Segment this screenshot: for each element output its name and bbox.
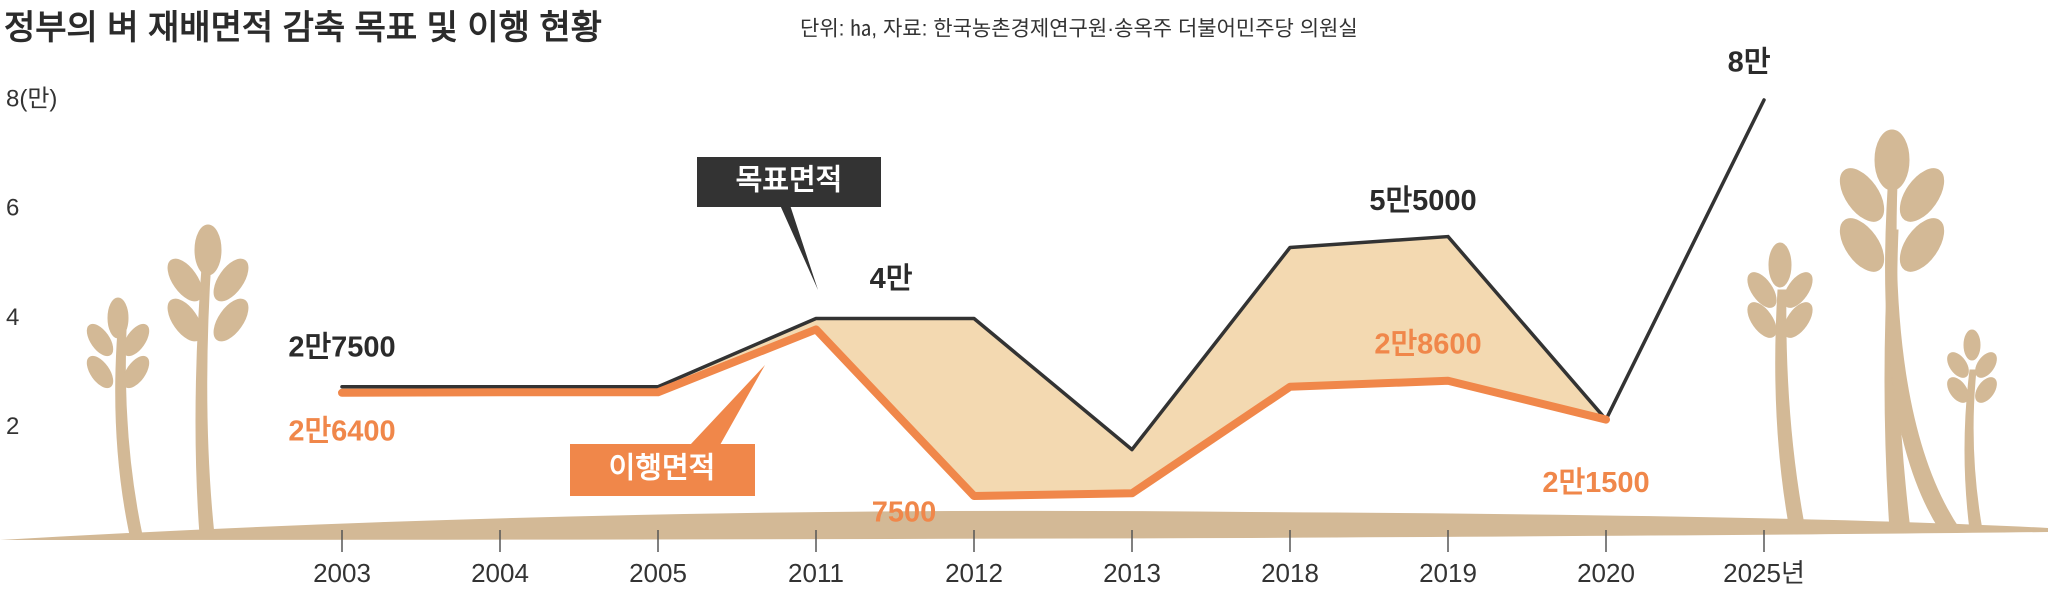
series-label: 이행면적	[609, 452, 716, 485]
value-label: 8만	[1728, 46, 1771, 79]
x-tick-label: 2005	[629, 558, 687, 588]
y-tick-label: 8(만)	[6, 85, 57, 112]
value-label: 2만6400	[288, 414, 395, 447]
callout-box	[570, 444, 755, 496]
wheat-decoration	[86, 129, 1997, 536]
callout-pointer	[690, 365, 765, 445]
y-tick-label: 2	[6, 413, 19, 440]
gap-area	[342, 236, 1606, 497]
series-line	[340, 98, 1766, 452]
chart-title: 정부의 벼 재배면적 감축 목표 및 이행 현황	[4, 9, 602, 47]
y-tick-label: 4	[6, 304, 19, 331]
x-tick-label: 2020	[1577, 558, 1635, 588]
callout-box	[697, 157, 881, 207]
x-tick-label: 2012	[945, 558, 1003, 588]
plot: 2 4 6 8(만) 2003 2004 2005 2011 2012 2013 2018 2019 2…	[6, 46, 1805, 588]
subtitle: 단위: ㏊, 자료: 한국농촌경제연구원·송옥주 더불어민주당 의원실	[800, 18, 1358, 41]
y-tick-label: 6	[6, 195, 19, 222]
series-label: 목표면적	[736, 164, 843, 197]
x-tick-label: 2025년	[1723, 558, 1805, 588]
value-label: 7500	[872, 497, 937, 529]
value-label: 2만7500	[288, 330, 395, 363]
series-line	[338, 325, 1610, 501]
x-tick-label: 2018	[1261, 558, 1319, 588]
value-label: 4만	[870, 262, 913, 295]
value-label: 2만1500	[1542, 466, 1649, 499]
x-tick-label: 2019	[1419, 558, 1477, 588]
x-tick-label: 2013	[1103, 558, 1161, 588]
x-tick-label: 2004	[471, 558, 529, 588]
value-label: 2만8600	[1374, 327, 1481, 360]
x-tick-label: 2003	[313, 558, 371, 588]
value-label: 5만5000	[1369, 184, 1476, 217]
x-tick-label: 2011	[788, 558, 844, 588]
ground	[0, 510, 2048, 540]
callout-pointer	[760, 205, 818, 290]
